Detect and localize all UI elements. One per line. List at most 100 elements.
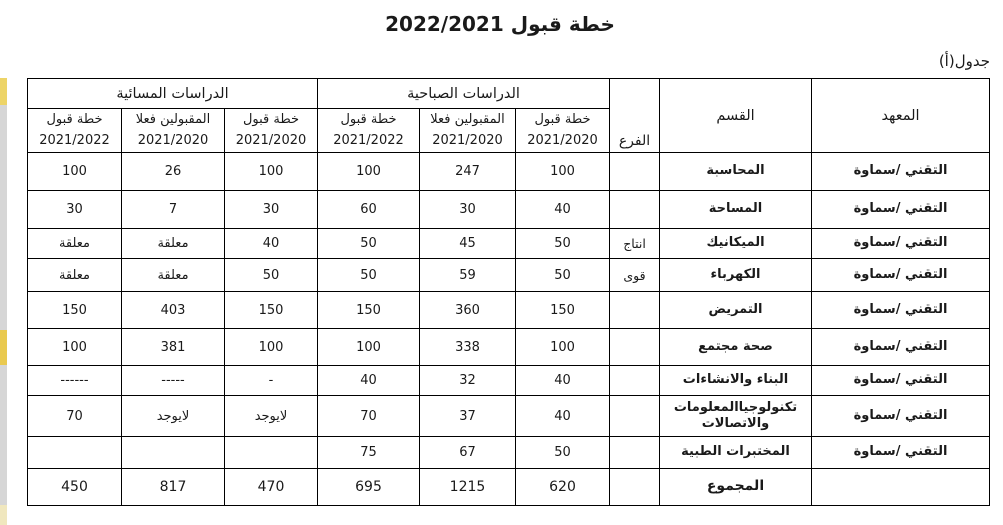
evening-plan-2020-total: 470 [224,468,318,506]
institute-cell: التقني /سماوة [811,152,990,191]
department-cell: التمريض [659,291,812,329]
evening-plan-2020-cell: 150 [224,291,318,329]
evening-plan-2020-cell: 40 [224,228,318,259]
branch-cell [609,152,660,191]
table-row: التقني /سماوة الكهرباء قوى 50 59 50 50 م… [26,258,990,292]
morning-plan-2022-cell: 70 [317,395,420,437]
evening-plan-2020-cell [224,436,318,469]
department-cell: البناء والانشاءات [659,365,812,396]
col-header-morning-plan-2020: خطة قبول 2021/2020 [515,108,610,153]
header-sub-row: خطة قبول 2021/2020 المقبولين فعلا 2021/2… [26,108,989,153]
morning-accepted-cell: 59 [419,258,516,292]
col-header-department: القسم [659,78,812,153]
department-cell: تكنولوجياالمعلومات والاتصالات [659,395,812,437]
morning-plan-2022-cell: 40 [317,365,420,396]
table-row: التقني /سماوة التمريض 150 360 150 150 40… [26,291,990,329]
col-header-institute: المعهد [811,78,990,153]
department-cell: صحة مجتمع [659,328,812,366]
morning-accepted-cell: 32 [419,365,516,396]
col-header-branch: الفرع [609,78,660,153]
department-cell: الكهرباء [659,258,812,292]
evening-plan-2022-cell: معلقة [26,228,123,259]
sheet-edge-gray-lower [0,365,7,505]
institute-cell: التقني /سماوة [811,365,990,396]
morning-plan-2022-cell: 50 [317,228,420,259]
branch-cell [609,291,660,329]
evening-plan-2020-cell: - [224,365,318,396]
sheet-edge-gray-upper [0,105,7,330]
department-cell: الميكانيك [659,228,812,259]
institute-cell: التقني /سماوة [811,395,990,437]
institute-cell: التقني /سماوة [811,291,990,329]
table-row: التقني /سماوة المحاسبة 100 247 100 100 2… [26,152,990,191]
morning-accepted-cell: 360 [419,291,516,329]
evening-plan-2022-total: 450 [26,468,123,506]
evening-plan-2022-cell: ------ [26,365,123,396]
table-row: التقني /سماوة تكنولوجياالمعلومات والاتصا… [26,395,990,437]
branch-cell [609,365,660,396]
col-header-morning-plan-2022: خطة قبول 2021/2022 [317,108,420,153]
admission-plan-table: المعهد القسم الفرع الدراسات الصباحية الد… [26,78,990,506]
morning-plan-2020-cell: 100 [515,328,610,366]
morning-plan-2022-cell: 150 [317,291,420,329]
page-title: خطة قبول 2022/2021 [385,12,615,36]
branch-cell [609,328,660,366]
col-header-evening-plan-2022: خطة قبول 2021/2022 [26,108,123,153]
sheet-edge-highlight-top [0,78,7,105]
institute-cell: التقني /سماوة [811,190,990,229]
branch-cell: قوى [609,258,660,292]
sheet-edge-highlight-bottom [0,505,7,525]
col-group-evening-studies: الدراسات المسائية [26,78,319,109]
total-label-cell: المجموع [659,468,812,506]
institute-cell: التقني /سماوة [811,436,990,469]
evening-accepted-cell: 403 [121,291,225,329]
morning-accepted-cell: 247 [419,152,516,191]
branch-cell [609,190,660,229]
evening-accepted-cell: 381 [121,328,225,366]
col-group-morning-studies: الدراسات الصباحية [317,78,610,109]
department-cell: المحاسبة [659,152,812,191]
institute-cell: التقني /سماوة [811,328,990,366]
morning-plan-2020-cell: 100 [515,152,610,191]
evening-plan-2022-cell: معلقة [26,258,123,292]
department-cell: المختبرات الطبية [659,436,812,469]
morning-plan-2022-cell: 50 [317,258,420,292]
col-header-morning-accepted: المقبولين فعلا 2021/2020 [419,108,516,153]
table-row: التقني /سماوة الميكانيك انتاج 50 45 50 4… [26,228,990,259]
morning-plan-2020-cell: 40 [515,395,610,437]
morning-accepted-cell: 37 [419,395,516,437]
evening-plan-2022-cell: 30 [26,190,123,229]
evening-accepted-cell: ----- [121,365,225,396]
evening-plan-2022-cell: 100 [26,328,123,366]
morning-accepted-cell: 338 [419,328,516,366]
institute-cell: التقني /سماوة [811,258,990,292]
morning-plan-2022-cell: 100 [317,328,420,366]
evening-plan-2022-cell: 150 [26,291,123,329]
evening-accepted-cell: 7 [121,190,225,229]
morning-accepted-cell: 30 [419,190,516,229]
evening-plan-2020-cell: 100 [224,152,318,191]
branch-cell: انتاج [609,228,660,259]
evening-accepted-cell: معلقة [121,228,225,259]
institute-cell [811,468,990,506]
branch-cell [609,395,660,437]
evening-plan-2020-cell: 50 [224,258,318,292]
morning-plan-2020-cell: 40 [515,365,610,396]
morning-accepted-cell: 45 [419,228,516,259]
morning-accepted-cell: 67 [419,436,516,469]
evening-accepted-total: 817 [121,468,225,506]
table-row: التقني /سماوة البناء والانشاءات 40 32 40… [26,365,990,396]
evening-accepted-cell: 26 [121,152,225,191]
table-row: التقني /سماوة المساحة 40 30 60 30 7 30 [26,190,990,229]
evening-plan-2020-cell: 30 [224,190,318,229]
branch-cell [609,436,660,469]
table-caption: جدول(أ) [938,52,990,70]
morning-plan-2022-cell: 75 [317,436,420,469]
morning-plan-2020-cell: 50 [515,436,610,469]
evening-plan-2022-cell [26,436,123,469]
morning-plan-2022-total: 695 [317,468,420,506]
evening-plan-2020-cell: لايوجد [224,395,318,437]
morning-plan-2020-cell: 40 [515,190,610,229]
morning-plan-2020-cell: 50 [515,228,610,259]
